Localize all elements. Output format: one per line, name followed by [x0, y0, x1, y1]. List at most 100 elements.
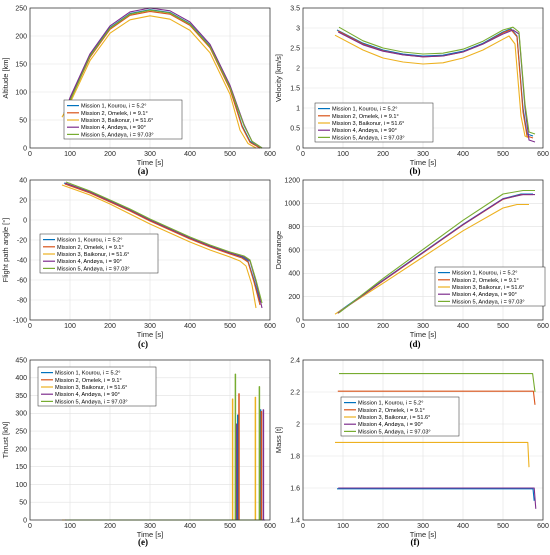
series-line-mission-5 [338, 26, 536, 135]
legend-entry: Mission 1, Kourou, i = 5.2° [452, 271, 518, 277]
legend-entry: Mission 3, Baikonur, i = 51.6° [81, 118, 153, 124]
x-tick-label: 300 [417, 151, 429, 158]
series-line-mission-3 [334, 203, 529, 315]
y-tick-label: 20 [19, 197, 27, 204]
chart-panel-f: 0 100 200 300 400 500 600 1.4 1.6 1.8 2 2.2 2.4 Time … [274, 357, 549, 547]
x-axis-label: Time [s] [410, 158, 436, 167]
chart-panel-b: 0 100 200 300 400 500 600 0 0.5 1 1.5 2 2.5 3 3.5 Time … [274, 5, 549, 176]
legend-entry: Mission 2, Omelek, i = 9.1° [55, 378, 122, 384]
x-tick-label: 500 [497, 523, 509, 530]
y-tick-label: -60 [17, 277, 27, 284]
x-axis-label: Time [s] [410, 530, 436, 539]
plot-frame [302, 7, 544, 149]
y-tick-label: 400 [15, 375, 27, 382]
y-tick-label: 0 [23, 145, 27, 152]
y-tick-label: 350 [15, 393, 27, 400]
y-tick-label: 50 [19, 117, 27, 124]
series-line-mission-5 [65, 9, 263, 149]
legend-entry: Mission 5, Andøya, i = 97.03° [55, 399, 128, 405]
y-tick-label: -20 [17, 237, 27, 244]
x-tick-label: 500 [497, 323, 509, 330]
series-line-mission-3 [61, 184, 257, 309]
x-axis-label: Time [s] [137, 330, 163, 339]
panel-label: (f) [411, 537, 420, 547]
x-tick-label: 300 [417, 323, 429, 330]
x-tick-label: 200 [377, 323, 389, 330]
x-tick-label: 0 [301, 523, 305, 530]
x-tick-label: 500 [497, 151, 509, 158]
y-tick-label: 1000 [284, 201, 300, 208]
x-tick-label: 200 [104, 323, 116, 330]
y-tick-label: 0 [23, 217, 27, 224]
legend-entry: Mission 5, Andøya, i = 97.03° [358, 429, 431, 435]
y-tick-label: 300 [15, 411, 27, 418]
legend: Mission 1, Kourou, i = 5.2°Mission 2, Om… [434, 266, 546, 307]
x-tick-label: 400 [457, 151, 469, 158]
y-tick-label: 450 [15, 357, 27, 364]
y-tick-label: 1.6 [290, 485, 300, 492]
chart-panel-a: 0 100 200 300 400 500 600 0 50 100 150 200 250 Time [… [1, 5, 276, 176]
legend-entry: Mission 4, Andøya, i = 90° [55, 392, 120, 398]
x-tick-label: 400 [184, 523, 196, 530]
y-tick-label: 2.4 [290, 357, 300, 364]
legend: Mission 1, Kourou, i = 5.2°Mission 2, Om… [314, 102, 434, 143]
legend: Mission 1, Kourou, i = 5.2°Mission 2, Om… [340, 396, 460, 437]
x-tick-label: 200 [104, 151, 116, 158]
y-tick-label: 3.5 [290, 5, 300, 12]
y-axis-label: Mass [t] [274, 427, 283, 453]
legend-entry: Mission 2, Omelek, i = 9.1° [358, 408, 425, 414]
y-tick-label: 100 [15, 89, 27, 96]
legend-entry: Mission 2, Omelek, i = 9.1° [452, 278, 519, 284]
y-tick-label: 1200 [284, 177, 300, 184]
y-axis-label: Flight path angle [°] [1, 218, 10, 283]
legend-entry: Mission 5, Andøya, i = 97.03° [81, 132, 154, 138]
legend-entry: Mission 2, Omelek, i = 9.1° [332, 114, 399, 120]
x-tick-label: 500 [224, 151, 236, 158]
legend-entry: Mission 1, Kourou, i = 5.2° [358, 401, 424, 407]
plot-frame [29, 7, 271, 149]
x-tick-label: 100 [64, 151, 76, 158]
legend-entry: Mission 5, Andøya, i = 97.03° [452, 299, 525, 305]
x-tick-label: 0 [28, 523, 32, 530]
y-tick-label: 50 [19, 500, 27, 507]
series-line-mission-5 [339, 373, 536, 393]
legend-box [434, 266, 546, 307]
x-tick-label: 600 [537, 151, 549, 158]
x-tick-label: 100 [64, 323, 76, 330]
plot-frame [302, 179, 544, 321]
legend-entry: Mission 1, Kourou, i = 5.2° [81, 104, 147, 110]
chart-panel-e: 0 100 200 300 400 500 600 0 50 100 150 200 250 300 350… [1, 357, 276, 547]
y-tick-label: 0 [296, 317, 300, 324]
y-tick-label: 150 [15, 464, 27, 471]
x-tick-label: 200 [104, 523, 116, 530]
x-tick-label: 200 [377, 523, 389, 530]
y-tick-label: 2.2 [290, 389, 300, 396]
x-tick-label: 400 [457, 523, 469, 530]
x-tick-label: 100 [337, 523, 349, 530]
x-tick-label: 0 [301, 151, 305, 158]
panel-label: (d) [410, 339, 421, 349]
y-axis-label: Altitude [km] [1, 57, 10, 98]
y-tick-label: 3 [296, 25, 300, 32]
plot-frame [302, 359, 544, 521]
legend-entry: Mission 3, Baikonur, i = 51.6° [332, 121, 404, 127]
y-tick-label: 40 [19, 177, 27, 184]
legend-entry: Mission 1, Kourou, i = 5.2° [55, 371, 121, 377]
series-line-mission-3 [61, 15, 257, 149]
x-tick-label: 600 [537, 523, 549, 530]
y-tick-label: 150 [15, 61, 27, 68]
y-tick-label: -100 [13, 317, 27, 324]
chart-panel-d: 0 100 200 300 400 500 600 0 200 400 600 800 1000 1200… [274, 177, 549, 349]
series-line-mission-5 [338, 189, 535, 314]
y-tick-label: 200 [15, 33, 27, 40]
legend-entry: Mission 1, Kourou, i = 5.2° [57, 238, 123, 244]
legend-entry: Mission 4, Andøya, i = 90° [81, 125, 146, 131]
x-tick-label: 100 [337, 151, 349, 158]
x-tick-label: 0 [28, 323, 32, 330]
legend-box [340, 396, 460, 437]
x-tick-label: 600 [264, 523, 276, 530]
series-line-mission-4 [338, 487, 537, 509]
y-axis-label: Velocity [km/s] [274, 54, 283, 102]
x-tick-label: 400 [457, 323, 469, 330]
